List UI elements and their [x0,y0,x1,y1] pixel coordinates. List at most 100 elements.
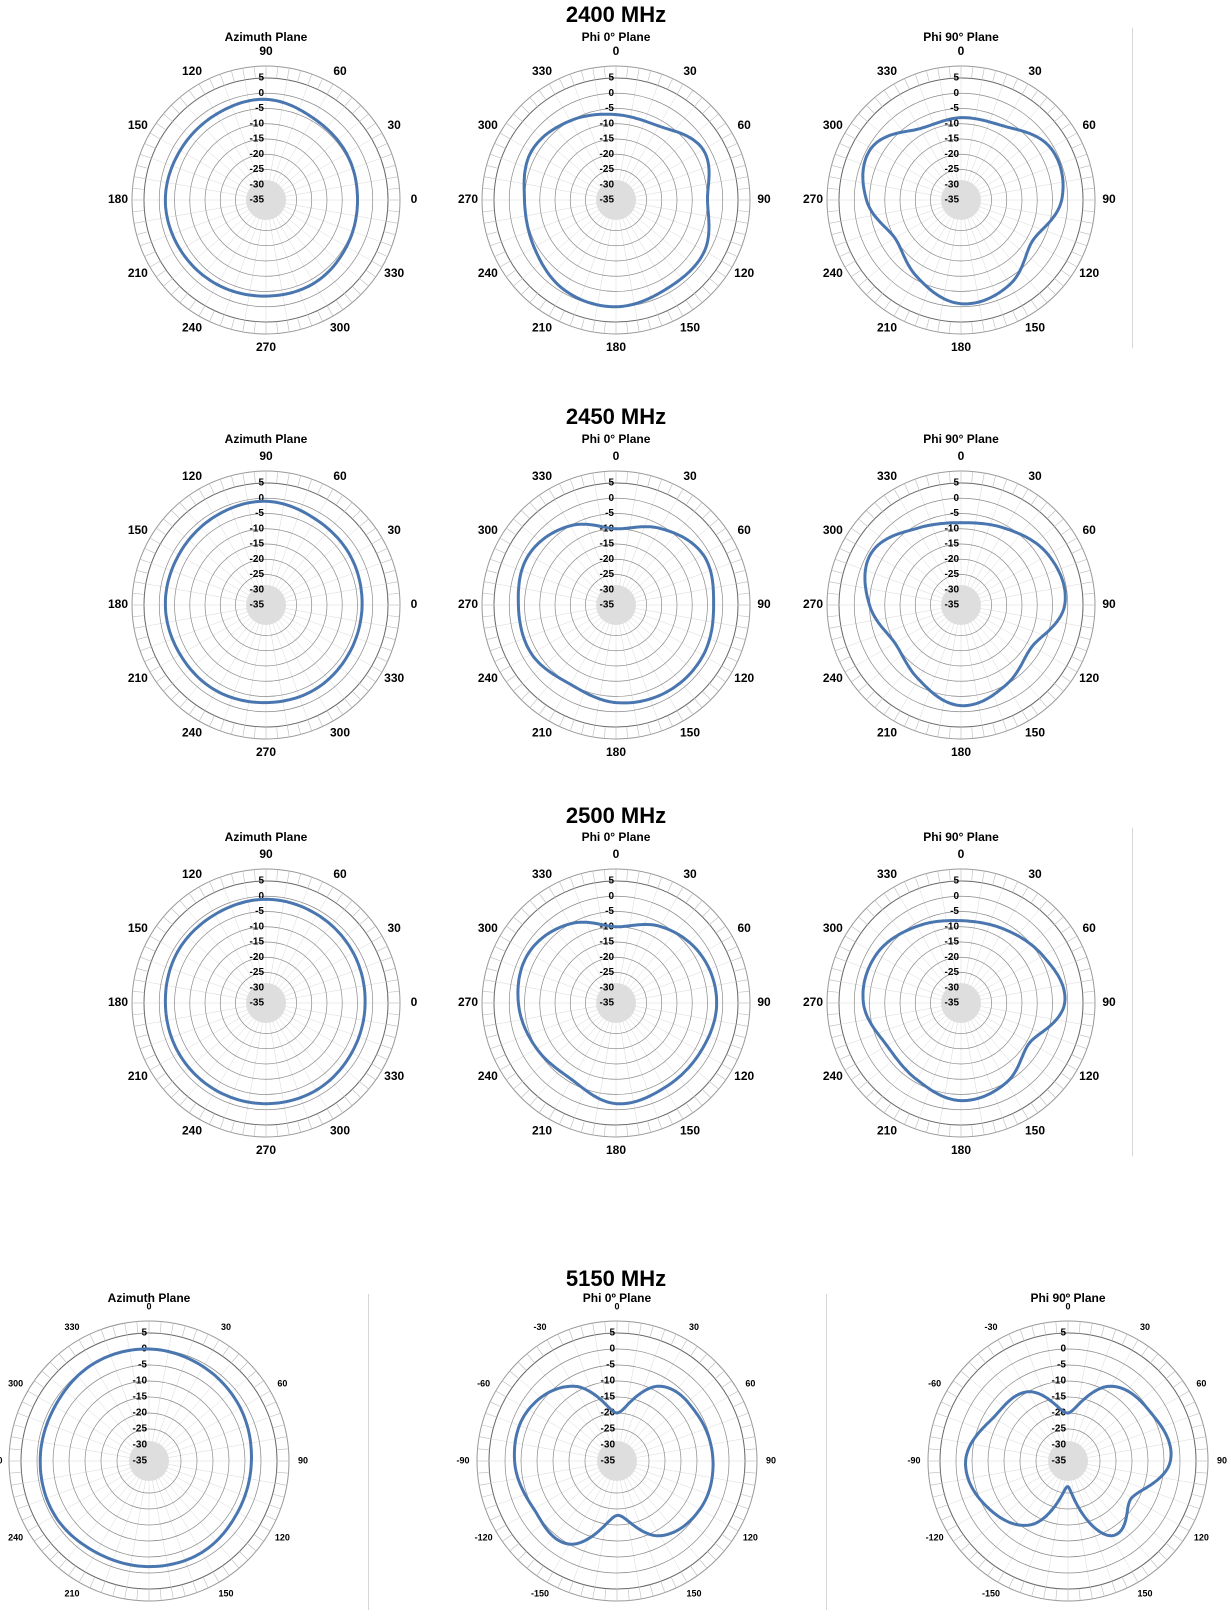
angle-tick [733,231,746,235]
angle-tick [940,1514,953,1521]
angle-tick [1002,478,1008,491]
angle-tick [242,1123,246,1136]
angle-tick [359,113,369,122]
angle-tick [495,1390,507,1398]
angle-tick [376,548,388,554]
angle-tick [489,1514,502,1521]
angle-tick [949,869,951,882]
grid-ring [1035,1428,1101,1494]
divider-line [1132,28,1133,348]
angle-tick [506,269,517,278]
angle-tick [144,656,156,662]
angle-tick [149,537,161,545]
angle-tick [1012,483,1018,495]
angle-tick [136,1321,139,1334]
angle-tick [657,1117,663,1130]
angle-tick [1008,1333,1015,1346]
angle-tick [1100,1325,1105,1338]
angle-tick [702,908,711,917]
angle-tick [222,1346,230,1357]
angle-tick [149,132,161,140]
angle-tick [647,1120,651,1133]
angle-tick [513,683,523,692]
angle-tick [1082,991,1095,993]
angle-tick [9,1448,22,1451]
angle-tick [27,1524,39,1532]
angle-label: 180 [108,995,128,1009]
angle-tick [721,260,733,268]
radial-tick-label: -35 [600,195,615,206]
angle-label: 330 [384,671,404,685]
angle-label: 210 [128,671,148,685]
radial-tick-label: 0 [1060,1344,1066,1355]
angle-tick [144,548,156,554]
angle-tick [569,478,575,491]
angle-tick [124,1587,128,1599]
angle-label: 120 [743,1532,758,1542]
angle-tick [930,1436,942,1440]
angle-tick [1060,122,1071,131]
angle-tick [1012,881,1018,893]
angle-tick [276,1124,278,1137]
angle-tick [486,165,499,169]
angle-tick [335,1102,344,1113]
angle-tick [667,483,673,495]
angle-tick [834,153,847,159]
radial-tick-label: -10 [601,1376,616,1387]
angle-tick [1054,518,1064,527]
angle-tick [132,210,145,212]
angle-tick [538,1102,547,1113]
grid-ring [554,138,678,262]
angle-tick [992,873,996,886]
angle-tick [179,502,188,512]
angle-tick [489,153,502,159]
angle-tick [276,321,278,334]
center-disc [941,585,981,625]
polar-chart: 5 0 -5 -10 -15 -20 -25 -30 -35 0 30 60 90 120 150 180 21… [803,449,1116,759]
radial-tick-label: -5 [605,103,614,114]
angle-tick [513,113,523,122]
angle-tick [694,900,703,910]
angle-tick [694,293,703,303]
angle-tick [371,132,383,140]
angle-tick [297,1120,301,1133]
angle-tick [170,1323,174,1335]
angle-tick [581,1120,585,1133]
angle-tick [477,1448,490,1451]
angle-tick [1047,286,1056,295]
angle-label: 0 [958,847,965,861]
radial-tick-label: -30 [601,1440,616,1451]
angle-tick [604,1124,606,1137]
radial-tick-label: -30 [250,982,265,993]
angle-tick [297,475,301,488]
angle-tick [259,1390,271,1398]
angle-tick [649,1584,654,1597]
angle-tick [202,1333,209,1346]
radial-tick-label: 5 [1060,1328,1066,1339]
angle-tick [740,1424,753,1429]
radial-tick-label: 5 [258,478,264,489]
angle-tick [559,78,565,90]
grid-ring [899,138,1023,262]
angle-tick [163,113,173,122]
angle-tick [494,946,506,952]
divider-line [1132,828,1133,1156]
angle-tick [977,1353,986,1364]
polar-chart: 5 0 -5 -10 -15 -20 -25 -30 -35 0 30 60 90 120 150 180 21… [803,44,1116,354]
grid-ring [174,911,358,1095]
polar-chart: 50-5-10-15-20-25-30-35906030033030027024… [108,847,418,1157]
angle-tick [744,1471,757,1474]
angle-tick [521,1089,530,1098]
angle-tick [1188,1412,1200,1418]
angle-tick [1066,665,1078,673]
radial-tick-label: -15 [945,539,960,550]
angle-tick [592,725,596,738]
angle-tick [657,719,663,732]
angle-tick [89,1576,96,1589]
angle-tick [387,615,400,617]
angle-tick [286,725,290,738]
angle-tick [636,870,640,883]
angle-tick [844,537,856,545]
grid-ring [914,153,1008,247]
angle-label: 60 [737,523,751,537]
